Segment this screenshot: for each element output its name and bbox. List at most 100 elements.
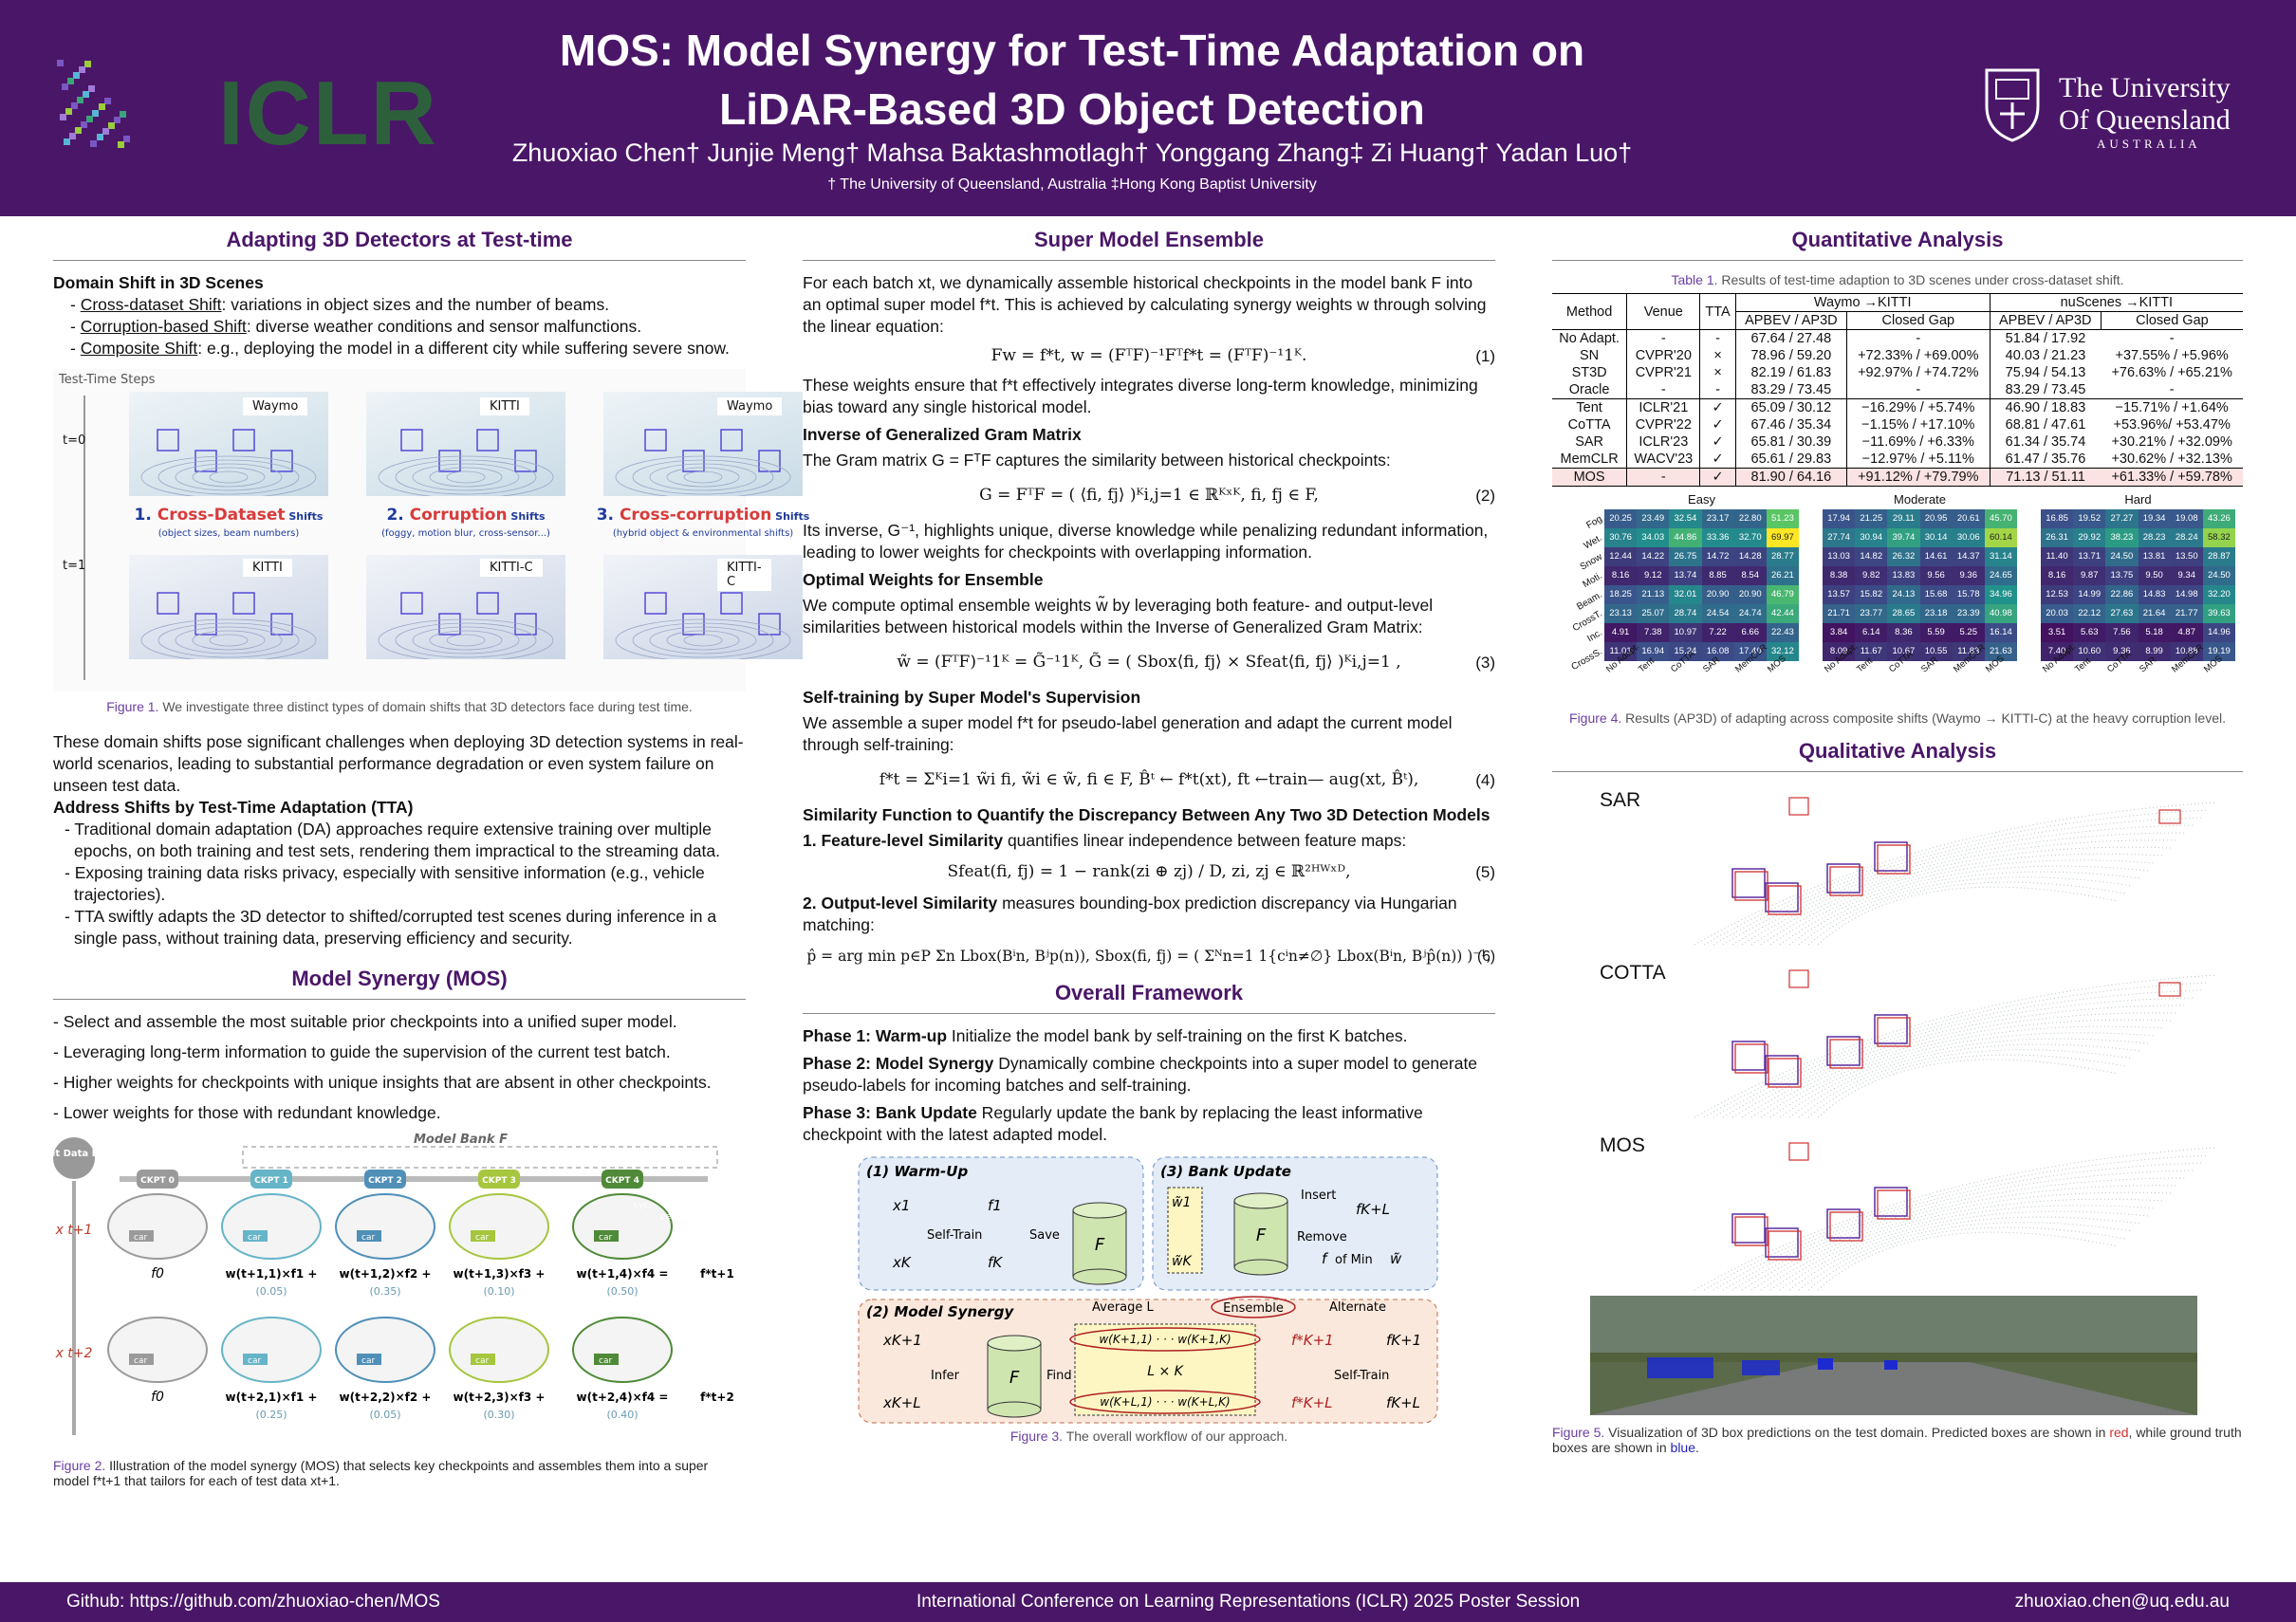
eq1-number: (1) (1475, 347, 1495, 365)
phase-3: Phase 3: Bank Update Regularly update th… (803, 1102, 1495, 1146)
table-cell: −12.97% / +5.11% (1846, 451, 1990, 469)
fig3-cyl-synergy-body (987, 1342, 1042, 1410)
heatmap-cell: 15.68 (1919, 585, 1953, 604)
heatmap-cell: 17.40 (1733, 642, 1767, 661)
qual-scan-line (1760, 1025, 2164, 1118)
fig1-ring (157, 622, 300, 658)
fig1-box (194, 450, 217, 472)
figure-4-heatmaps: Fog Wet. Snow Moti. Beam. CrossT. Inc. CrossS. E… (1552, 492, 2243, 710)
heatmap-grid: 20.25 23.49 32.54 23.17 22.80 51.23 30.76 34.03… (1604, 509, 1799, 661)
fig2-value-row1: (0.35) (369, 1285, 400, 1298)
tta-heading: Address Shifts by Test-Time Adaptation (… (53, 798, 414, 817)
heatmap-cell: 69.97 (1766, 528, 1799, 547)
uq-crest-icon (1985, 68, 2040, 142)
fig3-alternate: Alternate (1329, 1300, 1386, 1315)
table-cell: −16.29% / +5.74% (1846, 398, 1990, 416)
figure-2: Model Bank F Target Data Batch CKPT 0 car ca… (26, 1132, 746, 1454)
fig2-value-row1: (0.50) (606, 1285, 638, 1298)
heatmap-cell: 23.17 (1701, 509, 1734, 528)
fig3-row2-oval (1069, 1390, 1261, 1414)
fig1-pointcloud (140, 592, 317, 662)
fig1-ring (209, 470, 249, 484)
fig1-timeline (83, 396, 85, 680)
fig3-selftrain-1: Self-Train (927, 1228, 982, 1243)
heatmap-cell: 19.08 (2170, 509, 2203, 528)
poster-footer: Github: https://github.com/zhuoxiao-chen… (0, 1582, 2296, 1622)
qual-scan-line (1713, 1162, 2202, 1291)
qual-scan-line (1731, 832, 2187, 946)
heatmap-cell: 24.50 (2105, 547, 2139, 566)
table-cell: - (1626, 329, 1701, 347)
heatmap-cell: 9.36 (1952, 566, 1985, 585)
fig3-weights-box (1167, 1187, 1203, 1274)
footer-conference: International Conference on Learning Rep… (917, 1592, 1581, 1612)
fig3-x1: x1 (892, 1197, 910, 1214)
qual-gt-box (1765, 1227, 1799, 1258)
heatmap-cell: 60.14 (1984, 528, 2017, 547)
fig2-x-row2: x t+2 (55, 1346, 93, 1361)
fig2-car-tag (129, 1230, 154, 1242)
equation-3: w̃ = (FᵀF)⁻¹1ᴷ = G̃⁻¹1ᴷ, G̃ = ( Sbox⟨fi,… (803, 652, 1495, 673)
fig2-weight-row1: w(t+1,4)×f4 = (577, 1267, 669, 1281)
eq3-number: (3) (1475, 654, 1495, 672)
equation-6: p̂ = arg min p∈P Σn Lbox(Bⁱn, Bʲp(n)), S… (803, 946, 1495, 968)
ensemble-body: For each batch xt, we dynamically assemb… (803, 272, 1495, 968)
table-cell: +76.63% / +65.21% (2111, 365, 2232, 380)
fig2-bank-frame (242, 1146, 718, 1169)
logo-pixel (65, 108, 72, 115)
fig1-steps-label: Test-Time Steps (59, 373, 156, 387)
logo-pixel (75, 127, 82, 134)
qual-pred-box (1829, 1039, 1863, 1069)
table-cell: ICLR'23 (1626, 433, 1701, 451)
logo-pixel (104, 98, 111, 104)
phase-1-head: Phase 1: Warm-up (803, 1026, 948, 1045)
th-waymo-kitti: Waymo →KITTI (1735, 293, 1990, 312)
heatmap-cell: 9.87 (2073, 566, 2106, 585)
fig1-shift-type: 3. Cross-corruption Shifts (589, 506, 817, 525)
logo-pixel (77, 97, 83, 103)
feature-sim-line: 1. Feature-level Similarity quantifies l… (803, 830, 1495, 852)
heatmap-cell: 5.63 (2073, 623, 2106, 642)
logo-pixel (92, 110, 99, 117)
heatmap-cell: 29.92 (2073, 528, 2106, 547)
fig2-car-text: car (361, 1233, 375, 1243)
fig2-scene-oval (335, 1317, 435, 1383)
fig2-value-row2: (0.25) (255, 1409, 287, 1421)
table-cell: 78.96 / 59.20 (1735, 347, 1847, 364)
logo-pixel (120, 111, 126, 118)
results-table: Method Venue TTA Waymo →KITTI nuScenes →… (1552, 293, 2243, 487)
heatmap-cell: 26.32 (1887, 547, 1920, 566)
footer-email-link[interactable]: zhuoxiao.chen@uq.edu.au (2014, 1592, 2230, 1612)
figure-4-caption: Figure 4. Results (AP3D) of adapting acr… (1552, 710, 2243, 726)
footer-github-link[interactable]: Github: https://github.com/zhuoxiao-chen… (66, 1592, 440, 1612)
heatmap-cell: 12.44 (1604, 547, 1638, 566)
figure-3-caption: Figure 3. The overall workflow of our ap… (803, 1428, 1495, 1444)
table-row: CoTTA CVPR'22 ✓ 67.46 / 35.34 −1.15% / +17.1… (1552, 416, 2243, 433)
fig2-car-tag (243, 1230, 268, 1242)
phase-1: Phase 1: Warm-up Initialize the model ba… (803, 1025, 1495, 1047)
section-title-ensemble: Super Model Ensemble (803, 228, 1495, 261)
table-cell: +61.33% / +59.78% (2111, 470, 2232, 485)
table-cell: 68.81 / 47.61 (2005, 417, 2086, 433)
fig1-box (232, 429, 255, 452)
domain-shift-heading: Domain Shift in 3D Scenes (53, 273, 264, 292)
heatmap-cell: 13.81 (2138, 547, 2171, 566)
heading-inverse-gram: Inverse of Generalized Gram Matrix (803, 425, 1082, 444)
heatmap-cell: 14.83 (2138, 585, 2171, 604)
fig1-ring (209, 634, 249, 647)
th-tta: TTA (1699, 293, 1736, 330)
feature-sim-text: quantifies linear independence between f… (1003, 831, 1407, 850)
table-cell: ✓ (1699, 416, 1736, 433)
fig5-red-word: red (2109, 1425, 2129, 1440)
qual-scan-line (1760, 853, 2164, 946)
eq6-text: p̂ = arg min p∈P Σn Lbox(Bⁱn, Bʲp(n)), S… (806, 948, 1491, 965)
fig2-car-tag (243, 1354, 268, 1365)
table-cell: ✓ (1699, 451, 1736, 469)
heatmap-title: Easy (1688, 492, 1715, 507)
uq-logo: The University Of Queensland AUSTRALIA (1983, 66, 2268, 152)
heatmap-cell: 19.19 (2202, 642, 2235, 661)
fig3-warmup-title: (1) Warm-Up (866, 1163, 968, 1180)
road-photo (1590, 1296, 2197, 1415)
qual-scan-line (1703, 982, 2210, 1118)
fig3-fKL: fK+L (1356, 1201, 1390, 1218)
